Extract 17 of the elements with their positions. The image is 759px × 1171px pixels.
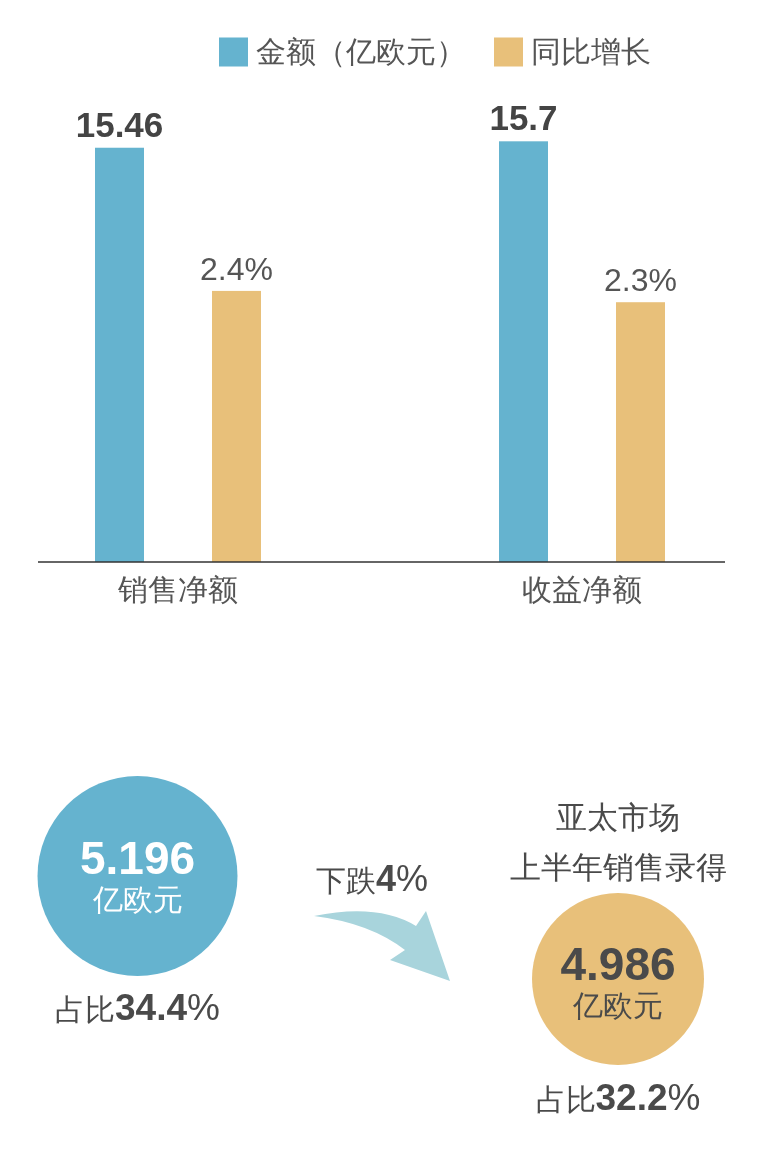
text: 4.986 xyxy=(560,938,676,990)
data-label: 2.4% xyxy=(200,250,273,287)
data-label: 15.7 xyxy=(489,98,558,138)
x-tick-label: 收益净额 xyxy=(522,573,642,606)
text: 5.196 xyxy=(79,832,196,884)
data-label: 2.3% xyxy=(604,262,677,299)
x-tick-label: 销售净额 xyxy=(117,573,238,606)
text: 亿欧元 xyxy=(572,989,663,1022)
text: 占比32.2% xyxy=(535,1077,701,1118)
text: 上半年销售录得 xyxy=(509,850,727,885)
data-label: 15.46 xyxy=(75,104,164,144)
text: 亿欧元 xyxy=(91,883,183,916)
text: 下跌4% xyxy=(315,858,429,899)
text: 亚太市场 xyxy=(556,800,680,835)
text: 占比34.4% xyxy=(55,987,220,1028)
legend-label: 同比增长 xyxy=(531,35,651,68)
legend-label: 金额（亿欧元） xyxy=(256,35,466,68)
